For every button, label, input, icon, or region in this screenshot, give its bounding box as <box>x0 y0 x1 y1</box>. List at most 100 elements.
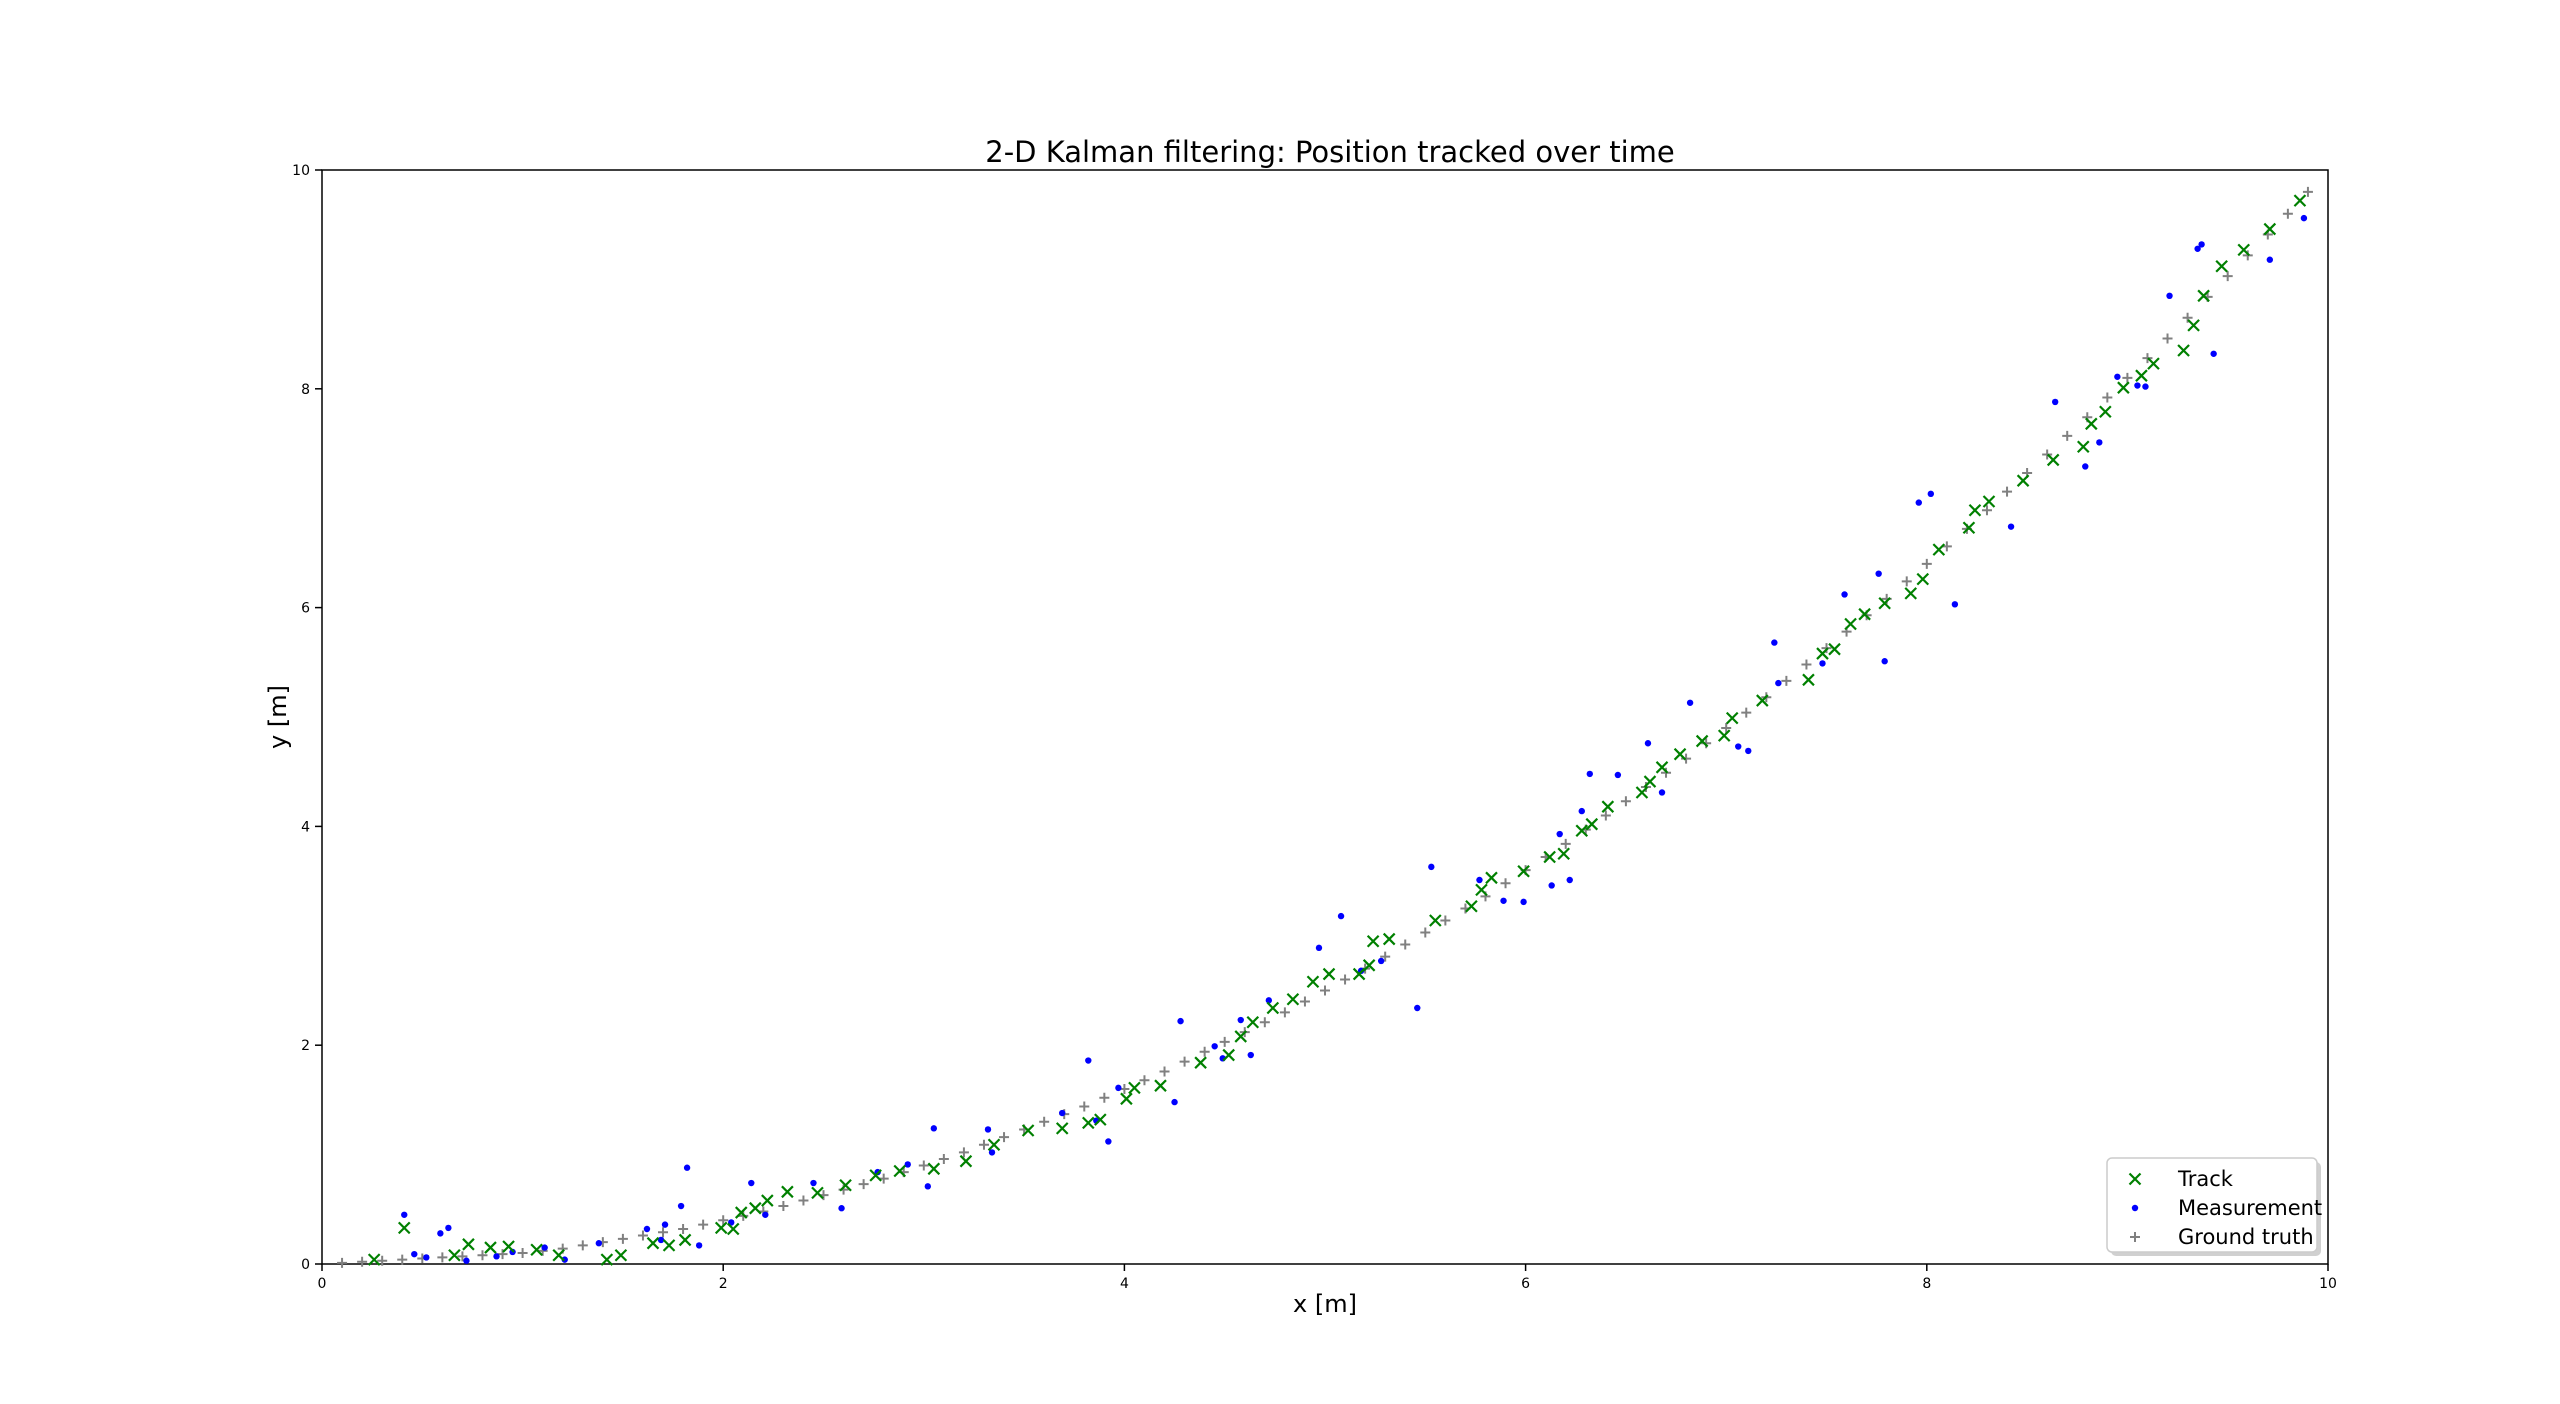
measurement-point <box>1578 807 1585 815</box>
ground-truth-point <box>517 1248 528 1259</box>
track-point <box>1968 503 1982 517</box>
track-point <box>2117 381 2130 394</box>
measurement-point <box>541 1244 548 1251</box>
track-point <box>600 1253 614 1266</box>
ground-truth-point <box>798 1195 809 1206</box>
track-point <box>1517 864 1530 878</box>
track-point <box>1094 1113 1107 1126</box>
measurement-point <box>1265 997 1273 1004</box>
legend-marker <box>2131 1204 2139 1212</box>
track-point <box>646 1236 660 1250</box>
legend-marker <box>2128 1172 2142 1186</box>
ground-truth-point <box>2222 271 2233 282</box>
x-tick-label: 8 <box>1922 1276 1931 1292</box>
measurement-point <box>423 1254 430 1261</box>
measurement-point <box>1735 743 1742 750</box>
measurement-point <box>445 1224 452 1232</box>
measurement-point <box>2134 382 2141 389</box>
measurement-point <box>695 1242 703 1249</box>
ground-truth-point <box>497 1249 508 1260</box>
y-tick-label: 8 <box>301 382 310 398</box>
measurement-point <box>2210 350 2217 357</box>
track-point <box>1246 1015 1260 1029</box>
ground-truth-point <box>2142 353 2153 364</box>
ground-truth-point <box>1039 1116 1050 1127</box>
track-point <box>1352 967 1366 981</box>
track-point <box>2076 440 2090 454</box>
ground-truth-point <box>1179 1056 1190 1067</box>
measurement-point <box>2166 292 2173 300</box>
ground-truth-point <box>678 1223 689 1234</box>
measurement-point <box>2300 214 2308 222</box>
x-tick-label: 10 <box>2319 1276 2337 1292</box>
x-tick-label: 4 <box>1120 1276 1129 1292</box>
ground-truth-point <box>1921 558 1932 569</box>
ground-truth-point <box>1199 1046 1210 1057</box>
track-point <box>1021 1124 1035 1137</box>
track-point <box>502 1240 515 1253</box>
ground-truth-point <box>718 1215 729 1226</box>
y-tick-label: 4 <box>301 819 310 835</box>
track-point <box>2263 222 2277 236</box>
track-point <box>1154 1079 1167 1092</box>
measurement-point <box>677 1202 685 1210</box>
ground-truth-point <box>637 1230 648 1241</box>
track-point <box>678 1233 692 1247</box>
track-point <box>1982 495 1996 508</box>
measurement-point <box>1644 740 1652 747</box>
measurement-point <box>643 1225 651 1233</box>
measurement-point <box>1686 699 1694 706</box>
track-point <box>1916 572 1930 586</box>
track-point <box>1543 850 1556 864</box>
track-point <box>1082 1116 1095 1130</box>
ground-truth-point <box>457 1251 468 1262</box>
track-point <box>1557 847 1570 861</box>
ground-truth-point <box>377 1255 388 1266</box>
measurement-point <box>1414 1004 1421 1012</box>
ground-truth-point <box>1500 878 1511 889</box>
ground-truth-point <box>698 1219 709 1230</box>
measurement-point <box>2114 373 2121 380</box>
track-point <box>1222 1048 1235 1062</box>
track-point <box>1366 934 1380 948</box>
track-point <box>2046 453 2060 467</box>
measurement-point <box>1476 876 1483 884</box>
track-point <box>2293 194 2307 207</box>
measurement-point <box>1337 912 1345 920</box>
ground-truth-point <box>397 1254 408 1265</box>
measurement-point <box>1819 660 1826 667</box>
track-point <box>462 1238 475 1251</box>
ground-truth-point <box>1901 576 1912 587</box>
ground-truth-point <box>978 1139 989 1150</box>
ground-truth-point <box>2162 333 2173 344</box>
track-point <box>1322 967 1336 981</box>
track-point <box>614 1248 628 1262</box>
track-point <box>1575 824 1589 838</box>
track-point <box>1816 647 1829 660</box>
x-tick-label: 0 <box>318 1276 327 1292</box>
track-point <box>1055 1122 1069 1135</box>
measurement-point <box>1881 658 1888 665</box>
measurement-point <box>988 1149 996 1156</box>
ground-truth-point <box>2282 208 2293 219</box>
measurement-point <box>2198 241 2205 248</box>
track-point <box>749 1201 762 1215</box>
measurement-point <box>1237 1016 1244 1024</box>
ground-truth-point <box>1340 974 1351 985</box>
ground-truth-point <box>1721 722 1732 733</box>
track-point <box>2237 243 2251 257</box>
measurement-point <box>1566 876 1573 884</box>
track-point <box>726 1222 740 1236</box>
measurement-point <box>904 1161 911 1168</box>
legend-label: Measurement <box>2178 1196 2322 1220</box>
track-point <box>1382 932 1396 946</box>
measurement-point <box>1556 830 1563 838</box>
track-point <box>1695 734 1709 748</box>
track-point <box>1878 596 1891 610</box>
track-point <box>2147 357 2160 370</box>
x-tick-label: 2 <box>719 1276 728 1292</box>
ground-truth-point <box>1620 796 1631 807</box>
track-point <box>1286 992 1300 1006</box>
measurement-point <box>984 1126 992 1133</box>
track-point <box>987 1138 1001 1152</box>
